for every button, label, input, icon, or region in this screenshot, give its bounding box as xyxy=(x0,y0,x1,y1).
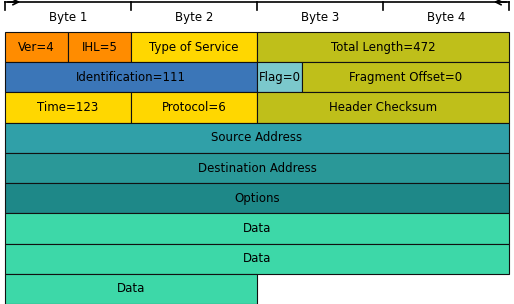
Text: Identification=111: Identification=111 xyxy=(76,71,186,84)
Bar xyxy=(5,153,509,183)
Bar xyxy=(257,92,509,123)
Text: Fragment Offset=0: Fragment Offset=0 xyxy=(349,71,462,84)
Text: Destination Address: Destination Address xyxy=(197,161,317,174)
Bar xyxy=(5,213,509,244)
Bar xyxy=(5,183,509,213)
Text: Total Length=472: Total Length=472 xyxy=(331,41,435,54)
Text: Ver=4: Ver=4 xyxy=(18,41,55,54)
Text: Byte 2: Byte 2 xyxy=(175,11,213,23)
Bar xyxy=(131,32,257,62)
Bar xyxy=(5,274,257,304)
Text: IHL=5: IHL=5 xyxy=(82,41,117,54)
Text: Options: Options xyxy=(234,192,280,205)
Text: Byte 4: Byte 4 xyxy=(427,11,465,23)
Bar xyxy=(5,32,68,62)
Bar xyxy=(5,244,509,274)
Bar xyxy=(5,92,131,123)
Text: Byte 1: Byte 1 xyxy=(49,11,87,23)
Text: Source Address: Source Address xyxy=(211,131,303,144)
Text: Protocol=6: Protocol=6 xyxy=(161,101,226,114)
Bar xyxy=(131,92,257,123)
Bar xyxy=(68,32,131,62)
Bar xyxy=(257,32,509,62)
Text: Byte 3: Byte 3 xyxy=(301,11,339,23)
Text: Flag=0: Flag=0 xyxy=(259,71,301,84)
Bar xyxy=(302,62,509,92)
Text: Data: Data xyxy=(243,222,271,235)
Text: Data: Data xyxy=(117,282,145,295)
Bar xyxy=(5,62,257,92)
Text: Data: Data xyxy=(243,252,271,265)
Text: Header Checksum: Header Checksum xyxy=(329,101,437,114)
Text: Type of Service: Type of Service xyxy=(149,41,238,54)
Bar xyxy=(5,123,509,153)
Bar xyxy=(257,62,302,92)
Text: Time=123: Time=123 xyxy=(38,101,99,114)
